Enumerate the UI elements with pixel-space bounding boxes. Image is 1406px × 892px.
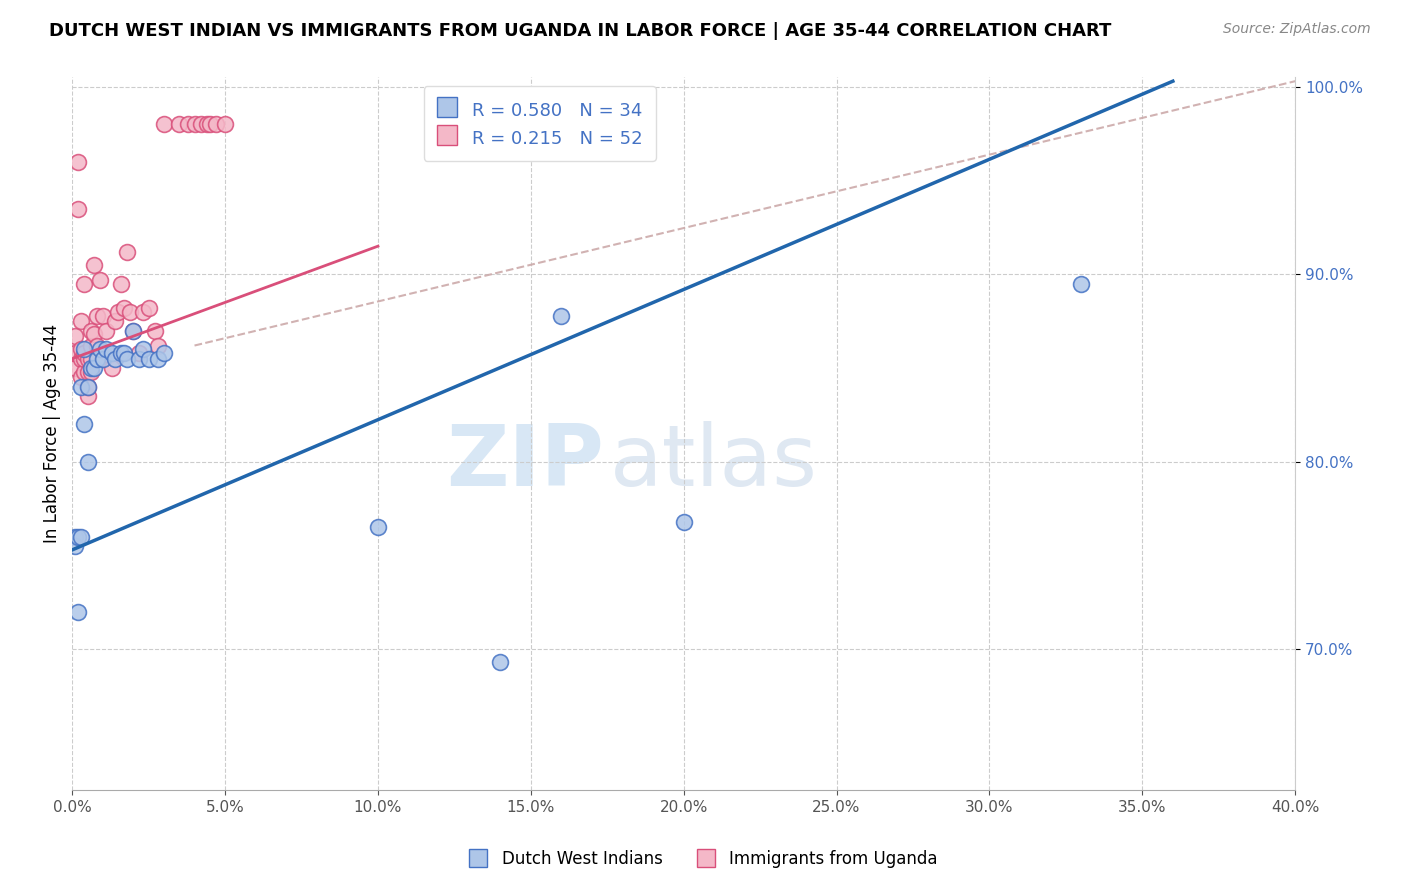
Point <box>101 361 124 376</box>
Point <box>131 305 153 319</box>
Point <box>83 361 105 376</box>
Point <box>79 351 101 366</box>
Point <box>67 154 90 169</box>
Point <box>120 305 142 319</box>
Point <box>146 338 169 352</box>
Y-axis label: In Labor Force | Age 35-44: In Labor Force | Age 35-44 <box>44 324 60 543</box>
Point <box>76 380 98 394</box>
Point <box>131 343 153 357</box>
Point <box>107 305 129 319</box>
Point <box>67 530 90 544</box>
Point <box>65 346 87 360</box>
Point <box>138 351 160 366</box>
Point <box>128 346 150 360</box>
Point <box>76 455 98 469</box>
Point <box>73 277 96 291</box>
Point <box>65 361 87 376</box>
Point <box>79 338 101 352</box>
Point <box>65 530 87 544</box>
Point <box>550 309 572 323</box>
Point <box>86 351 108 366</box>
Point <box>70 314 93 328</box>
Point <box>205 117 228 131</box>
Point <box>76 351 98 366</box>
Point <box>79 361 101 376</box>
Point <box>73 351 96 366</box>
Point <box>70 343 93 357</box>
Point <box>91 309 114 323</box>
Point <box>91 351 114 366</box>
Point <box>76 365 98 379</box>
Point <box>153 346 176 360</box>
Point <box>190 117 212 131</box>
Point <box>143 324 166 338</box>
Point <box>97 348 120 362</box>
Text: Source: ZipAtlas.com: Source: ZipAtlas.com <box>1223 22 1371 37</box>
Point <box>367 520 389 534</box>
Point <box>122 324 145 338</box>
Point <box>79 324 101 338</box>
Point <box>79 365 101 379</box>
Point <box>110 277 132 291</box>
Point <box>195 117 218 131</box>
Point <box>110 346 132 360</box>
Point <box>73 343 96 357</box>
Point <box>65 539 87 553</box>
Point <box>65 329 87 343</box>
Point <box>91 351 114 366</box>
Point <box>128 351 150 366</box>
Point <box>672 515 695 529</box>
Point <box>183 117 205 131</box>
Point <box>76 380 98 394</box>
Point <box>117 351 139 366</box>
Point <box>70 530 93 544</box>
Point <box>122 324 145 338</box>
Text: ZIP: ZIP <box>447 421 605 504</box>
Point <box>76 389 98 403</box>
Point <box>73 365 96 379</box>
Point <box>489 656 512 670</box>
Point <box>167 117 190 131</box>
Point <box>94 343 117 357</box>
Point <box>94 324 117 338</box>
Point <box>146 351 169 366</box>
Text: DUTCH WEST INDIAN VS IMMIGRANTS FROM UGANDA IN LABOR FORCE | AGE 35-44 CORRELATI: DUTCH WEST INDIAN VS IMMIGRANTS FROM UGA… <box>49 22 1112 40</box>
Point <box>117 244 139 259</box>
Point <box>67 202 90 216</box>
Point <box>89 273 111 287</box>
Point <box>214 117 236 131</box>
Point <box>89 343 111 357</box>
Point <box>70 351 93 366</box>
Point <box>73 346 96 360</box>
Legend: R = 0.580   N = 34, R = 0.215   N = 52: R = 0.580 N = 34, R = 0.215 N = 52 <box>423 87 655 161</box>
Legend: Dutch West Indians, Immigrants from Uganda: Dutch West Indians, Immigrants from Ugan… <box>461 844 945 875</box>
Point <box>177 117 200 131</box>
Point <box>138 301 160 315</box>
Point <box>112 346 135 360</box>
Point <box>83 327 105 342</box>
Point <box>70 370 93 384</box>
Point <box>86 338 108 352</box>
Point <box>83 258 105 272</box>
Point <box>153 117 176 131</box>
Point <box>1070 277 1092 291</box>
Point <box>112 301 135 315</box>
Point <box>104 314 127 328</box>
Point <box>101 346 124 360</box>
Point <box>86 309 108 323</box>
Point <box>73 417 96 432</box>
Point <box>67 605 90 619</box>
Point <box>104 351 127 366</box>
Point <box>70 380 93 394</box>
Text: atlas: atlas <box>610 421 818 504</box>
Point <box>198 117 221 131</box>
